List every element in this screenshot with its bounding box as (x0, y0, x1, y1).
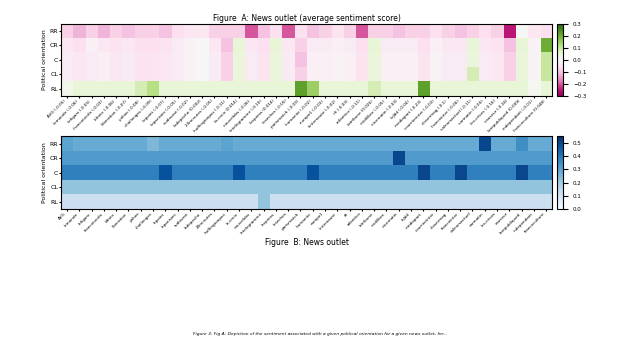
Y-axis label: Political orientation: Political orientation (42, 142, 47, 203)
Y-axis label: Political orientation: Political orientation (42, 30, 47, 90)
X-axis label: Figure  B: News outlet: Figure B: News outlet (264, 238, 349, 247)
Title: Figure  A: News outlet (average sentiment score): Figure A: News outlet (average sentiment… (212, 14, 401, 23)
Text: Figure 3: Fig A: Depiction of the sentiment associated with a given political or: Figure 3: Fig A: Depiction of the sentim… (193, 332, 447, 336)
